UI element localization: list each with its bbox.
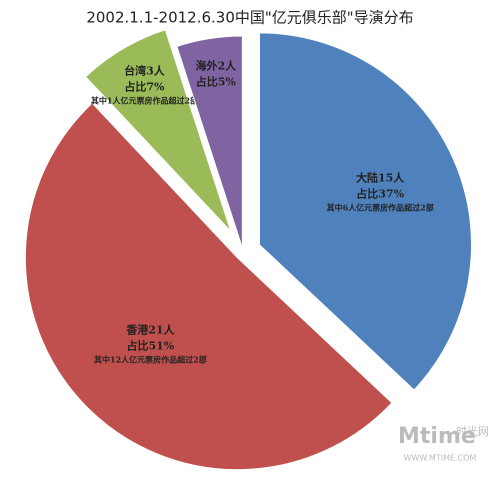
value-label: 占比7% (124, 79, 165, 93)
pie-slice (84, 29, 232, 232)
value-label: 占比5% (196, 75, 237, 89)
value-label: 占比37% (356, 187, 404, 201)
note-label: 其中6人亿元票房作品超过2部 (327, 203, 434, 213)
note-label: 其中12人亿元票房作品超过2部 (94, 355, 207, 365)
category-label: 海外2人 (196, 59, 238, 73)
category-label: 香港21人 (125, 323, 175, 337)
category-label: 大陆15人 (356, 171, 405, 185)
note-label: 其中1人亿元票房作品超过2部 (91, 95, 198, 105)
watermark: 时光网 (456, 424, 489, 438)
chart-title: 2002.1.1-2012.6.30中国"亿元俱乐部"导演分布 (86, 9, 413, 27)
pie-slice (259, 32, 472, 391)
category-label: 台湾3人 (124, 63, 166, 77)
pie-slice (176, 35, 243, 249)
watermark: WWW.MTIME.COM (404, 454, 477, 463)
watermark: Mtime (398, 424, 476, 449)
pie-slice (24, 102, 393, 471)
value-label: 占比51% (127, 339, 175, 353)
